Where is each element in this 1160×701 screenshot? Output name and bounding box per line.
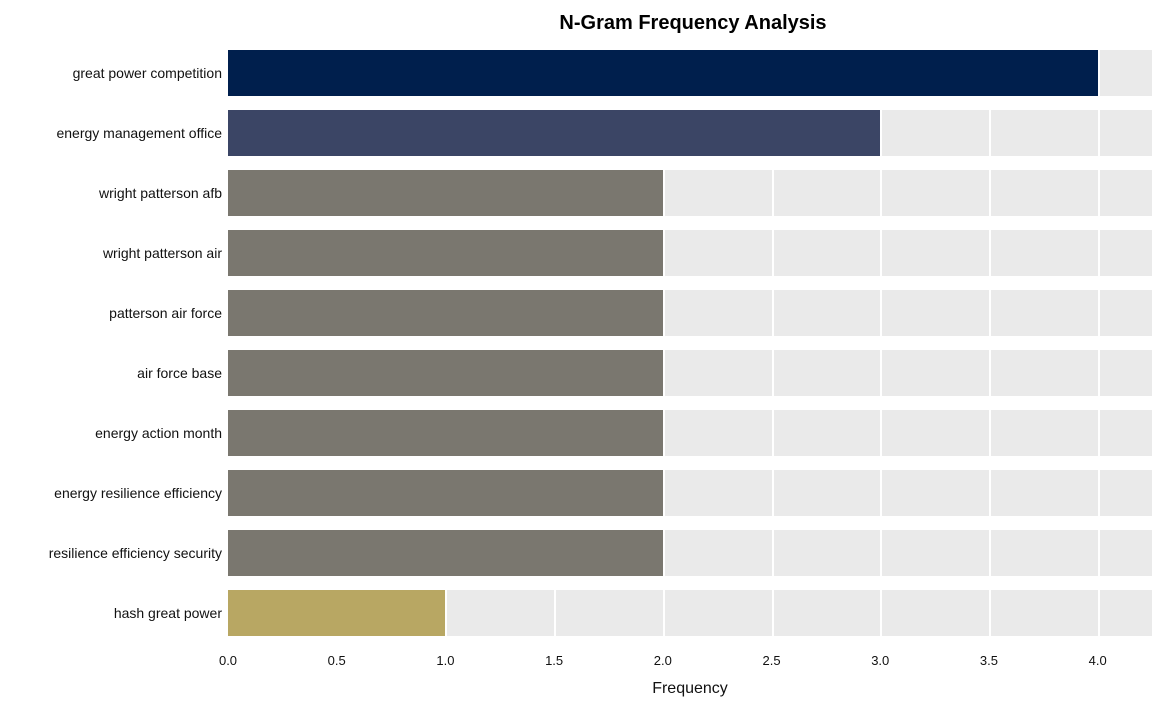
- y-axis-label: wright patterson afb: [99, 185, 222, 201]
- y-axis-label: energy action month: [95, 425, 222, 441]
- x-axis-tick: 0.5: [328, 653, 346, 668]
- bar: [228, 530, 663, 576]
- x-axis-tick: 3.5: [980, 653, 998, 668]
- y-axis-label: wright patterson air: [103, 245, 222, 261]
- x-axis-tick: 1.0: [436, 653, 454, 668]
- y-axis-label: resilience efficiency security: [49, 545, 222, 561]
- bar: [228, 50, 1098, 96]
- x-axis-tick: 2.0: [654, 653, 672, 668]
- bar: [228, 170, 663, 216]
- ngram-frequency-chart: N-Gram Frequency Analysis great power co…: [8, 8, 1152, 693]
- grid-band: [228, 396, 1152, 410]
- bar: [228, 110, 880, 156]
- grid-band: [228, 156, 1152, 170]
- y-axis-label: hash great power: [114, 605, 222, 621]
- grid-line: [880, 43, 882, 643]
- bar: [228, 590, 445, 636]
- chart-title: N-Gram Frequency Analysis: [443, 12, 943, 35]
- grid-band: [228, 216, 1152, 230]
- x-axis-label: Frequency: [630, 680, 750, 698]
- grid-band: [228, 456, 1152, 470]
- grid-band: [228, 576, 1152, 590]
- grid-line: [1098, 43, 1100, 643]
- y-axis-label: great power competition: [73, 65, 222, 81]
- grid-line: [989, 43, 991, 643]
- x-axis-tick: 4.0: [1089, 653, 1107, 668]
- bar: [228, 350, 663, 396]
- bar: [228, 410, 663, 456]
- bar: [228, 230, 663, 276]
- bar: [228, 290, 663, 336]
- y-axis-label: air force base: [137, 365, 222, 381]
- plot-area: [228, 43, 1152, 643]
- y-axis-label: energy management office: [56, 125, 222, 141]
- grid-band: [228, 43, 1152, 50]
- x-axis-tick: 0.0: [219, 653, 237, 668]
- y-axis-label: energy resilience efficiency: [54, 485, 222, 501]
- grid-band: [228, 96, 1152, 110]
- x-axis-tick: 1.5: [545, 653, 563, 668]
- bar: [228, 470, 663, 516]
- x-axis-tick: 3.0: [871, 653, 889, 668]
- grid-band: [228, 336, 1152, 350]
- grid-band: [228, 276, 1152, 290]
- x-axis-tick: 2.5: [762, 653, 780, 668]
- y-axis-label: patterson air force: [109, 305, 222, 321]
- grid-band: [228, 516, 1152, 530]
- grid-band: [228, 636, 1152, 643]
